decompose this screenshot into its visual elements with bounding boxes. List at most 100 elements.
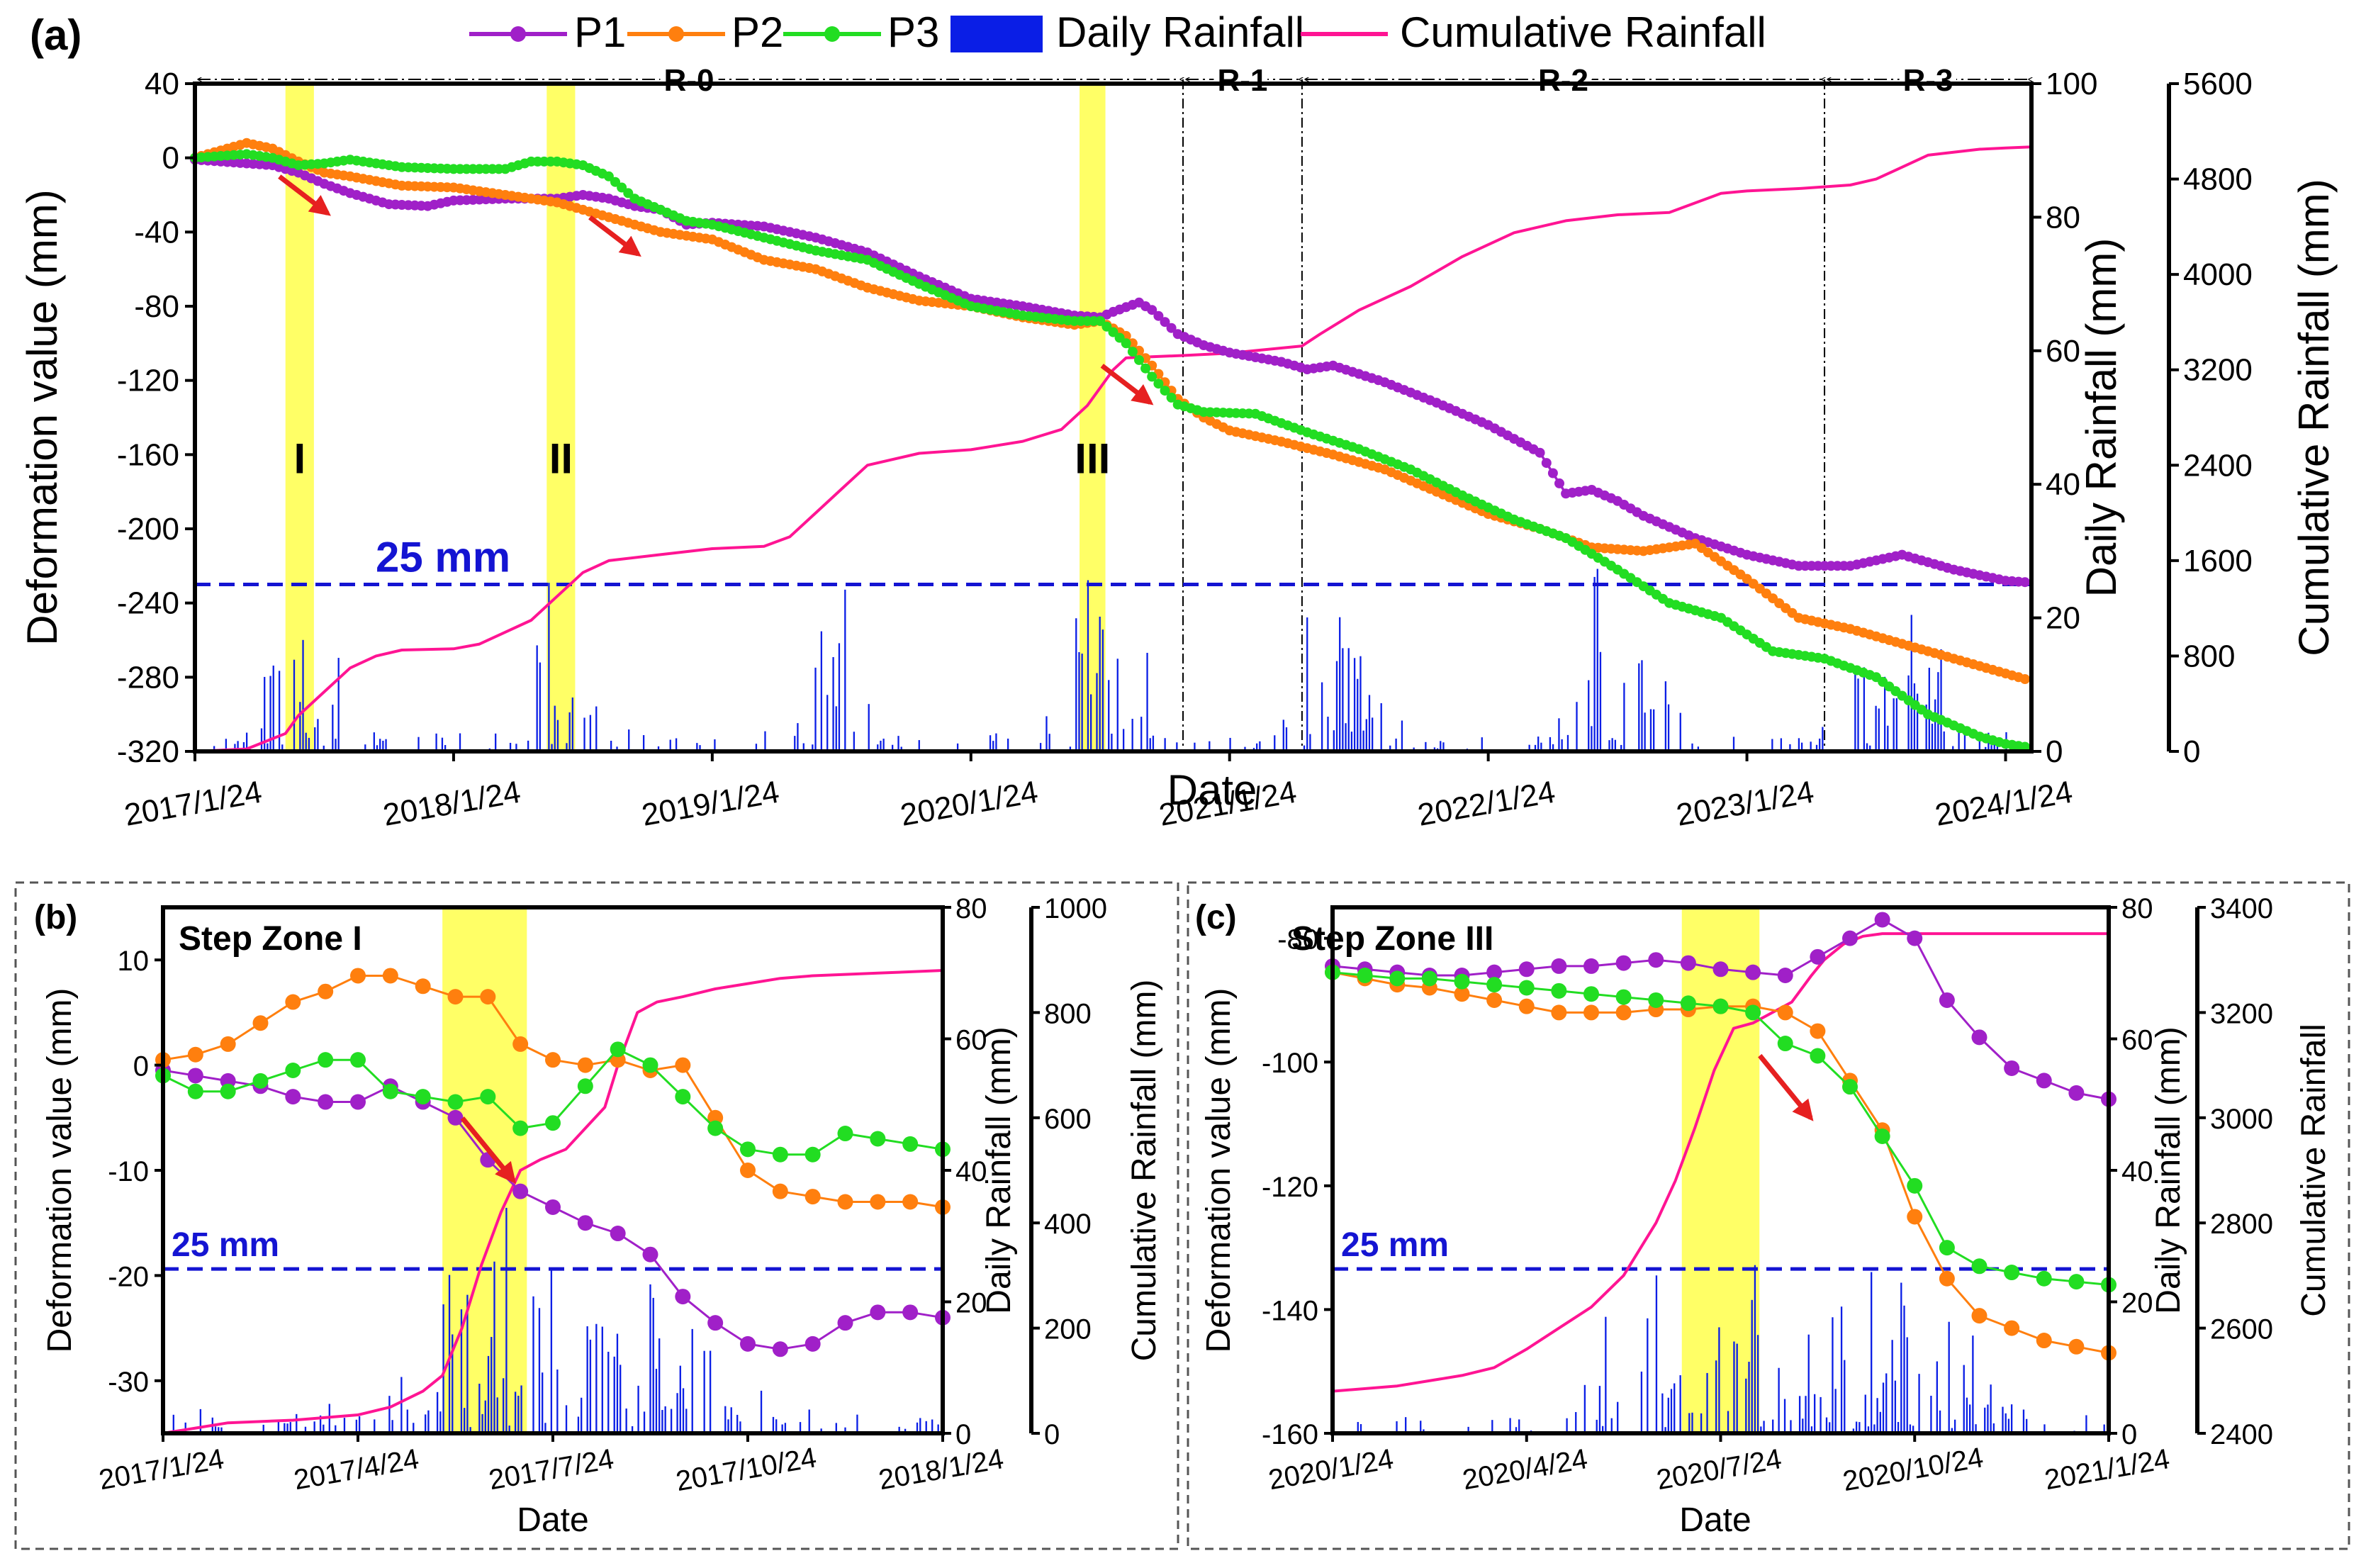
daily-rainfall-bar (225, 739, 228, 751)
daily-rainfall-bar (2026, 1418, 2028, 1433)
data-point-p2 (2004, 1320, 2020, 1336)
daily-rainfall-bar (1566, 1418, 1568, 1433)
data-point-p1 (187, 1068, 203, 1084)
daily-rainfall-bar (490, 1337, 493, 1433)
daily-rainfall-bar (1620, 744, 1622, 751)
daily-rainfall-bar (1359, 1423, 1362, 1433)
daily-rainfall-bar (1969, 1404, 1971, 1433)
daily-rainfall-bar (1345, 723, 1347, 751)
data-point-p3 (512, 1120, 529, 1136)
data-point-p2 (2068, 1338, 2085, 1355)
data-point-p1 (545, 1199, 561, 1215)
daily-rainfall-bar (556, 1369, 559, 1433)
y-tick-label: -30 (108, 1367, 149, 1398)
daily-rainfall-bar (703, 1350, 705, 1433)
daily-rainfall-bar (1653, 709, 1655, 751)
y2-tick-label: 20 (2046, 601, 2080, 636)
daily-rainfall-bar (1396, 1421, 1398, 1433)
daily-rainfall-bar (755, 744, 758, 751)
daily-rainfall-bar (1395, 738, 1397, 751)
data-point-p3 (1777, 1036, 1793, 1052)
daily-rainfall-bar (1907, 675, 1910, 751)
daily-rainfall-bar (931, 1419, 933, 1433)
daily-rainfall-bar (1667, 1397, 1669, 1433)
daily-rainfall-bar (536, 645, 538, 751)
y-tick-label: -80 (1277, 924, 1318, 956)
data-point-p3 (577, 1078, 593, 1094)
daily-rainfall-bar (1638, 663, 1640, 751)
daily-rainfall-bar (355, 1419, 358, 1433)
daily-rainfall-bar (1691, 1412, 1693, 1433)
legend-label-p2: P2 (731, 9, 783, 56)
daily-rainfall-bar (1605, 1316, 1607, 1433)
daily-rainfall-bar (1596, 569, 1598, 751)
step-band-2 (1080, 84, 1106, 751)
daily-rainfall-bar (1641, 660, 1643, 751)
data-point-p3 (1121, 338, 1131, 349)
daily-rainfall-bar (281, 744, 284, 751)
daily-rainfall-bar (1664, 1427, 1666, 1433)
daily-rainfall-bar (505, 1207, 508, 1433)
data-point-p1 (870, 1304, 886, 1321)
daily-rainfall-bar (1891, 1340, 1893, 1433)
daily-rainfall-bar (376, 745, 379, 751)
daily-rainfall-bar (797, 723, 799, 751)
daily-rainfall-bar (1515, 1427, 1518, 1433)
daily-rainfall-bar (1882, 1382, 1885, 1433)
daily-rainfall-bar (374, 1419, 376, 1433)
daily-rainfall-bar (1442, 742, 1445, 751)
daily-rainfall-bar (1099, 616, 1101, 751)
data-point-p1 (1648, 952, 1664, 968)
daily-rainfall-bar (1588, 680, 1590, 751)
daily-rainfall-bar (595, 706, 598, 751)
daily-rainfall-bar (2010, 1404, 2013, 1433)
y-tick-label: -280 (117, 660, 179, 695)
data-point-p3 (2004, 1265, 2020, 1281)
data-point-p2 (1454, 986, 1470, 1002)
daily-rainfall-bar (1771, 739, 1773, 751)
daily-rainfall-bar (335, 1425, 337, 1433)
x-tick-label: 2021/1/24 (2042, 1443, 2172, 1496)
y2-tick-label: 60 (2121, 1025, 2153, 1056)
daily-rainfall-bar (1152, 735, 1155, 751)
data-point-p2 (447, 989, 464, 1005)
y2-tick-label: 0 (2121, 1419, 2137, 1450)
daily-rainfall-bar (1953, 1419, 1956, 1433)
y3-axis-title: Cumulative Rainfall (mm) (2290, 179, 2338, 656)
y2-tick-label: 0 (2046, 734, 2063, 769)
daily-rainfall-bar (2085, 1415, 2087, 1433)
data-point-p3 (285, 1063, 301, 1079)
legend-label-daily: Daily Rainfall (1056, 9, 1304, 56)
daily-rainfall-bar (892, 744, 894, 751)
daily-rainfall-bar (448, 1275, 451, 1433)
daily-rainfall-bar (382, 740, 384, 751)
panel-b-axes: -30 -20 -10 0 10 2017/1/24 2017/4/24 2017/7/24 2… (41, 893, 1163, 1539)
daily-rainfall-bar (1640, 1371, 1643, 1433)
data-point-p1 (707, 1315, 724, 1331)
daily-rainfall-bar (1873, 1424, 1876, 1433)
daily-rainfall-bar (379, 739, 381, 751)
regime-label-1: R-1 (1218, 63, 1268, 98)
x-tick-label: 2024/1/24 (1932, 775, 2075, 833)
daily-rainfall-bar (1943, 731, 1945, 751)
data-point-p3 (1166, 392, 1177, 403)
daily-rainfall-bar (1727, 1411, 1729, 1433)
daily-rainfall-bar (332, 705, 334, 751)
daily-rainfall-bar (1984, 1407, 1986, 1433)
daily-rainfall-bar (696, 743, 698, 751)
data-point-p1 (1615, 955, 1632, 971)
y3-tick-label: 4000 (2183, 257, 2253, 292)
daily-rainfall-bar (556, 719, 559, 751)
daily-rainfall-bar (1347, 648, 1350, 751)
data-point-p1 (837, 1315, 853, 1331)
data-point-p1 (1541, 458, 1552, 469)
daily-rainfall-bar (1990, 745, 1992, 751)
daily-rainfall-bar (918, 740, 920, 751)
daily-rainfall-bar (676, 1393, 678, 1433)
daily-rainfall-bar (682, 1388, 685, 1433)
daily-rainfall-bar (669, 739, 671, 751)
data-point-p3 (837, 1126, 853, 1142)
daily-rainfall-bar (1140, 717, 1143, 751)
daily-rainfall-bar (373, 732, 375, 751)
daily-rainfall-bar (727, 1419, 729, 1433)
